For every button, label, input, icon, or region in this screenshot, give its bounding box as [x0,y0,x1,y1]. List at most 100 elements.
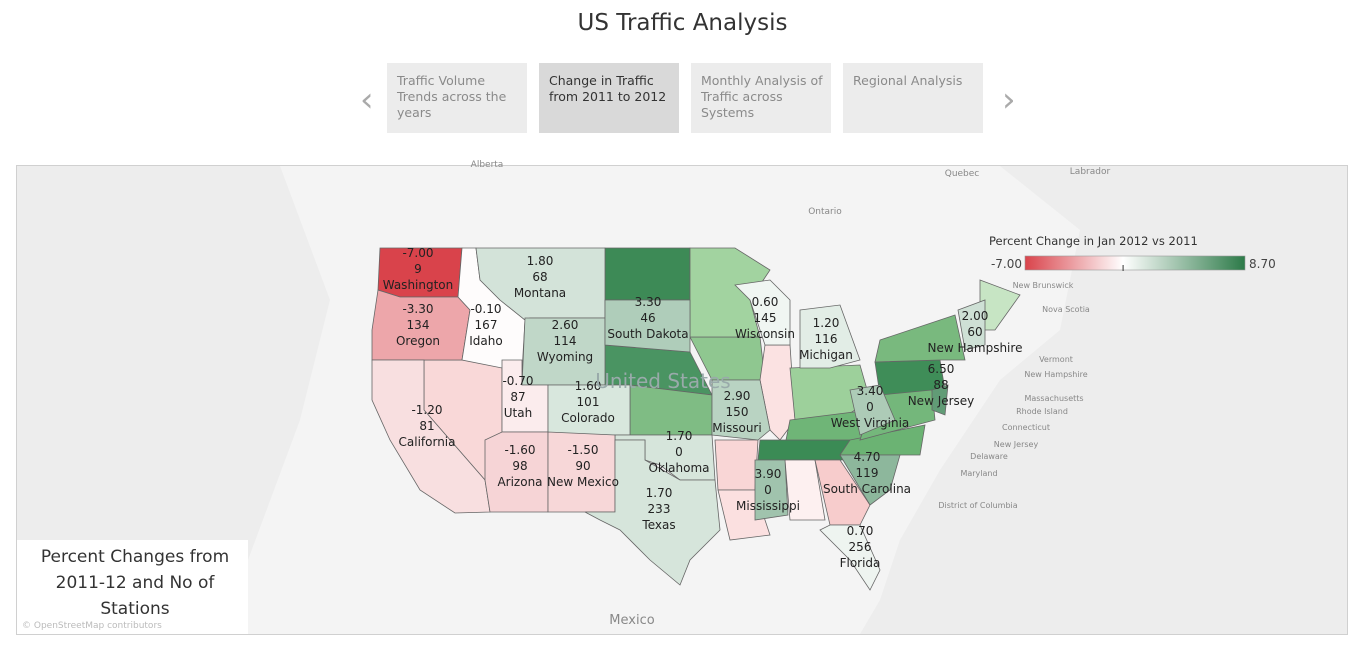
state-label: Mississippi [736,499,800,513]
state-shape [814,459,871,526]
state-shape [957,299,986,351]
state-shape [819,524,881,591]
state-label: 1.70 [666,429,693,443]
state-label: 119 [856,466,879,480]
state-label: 1.20 [813,316,840,330]
next-arrow[interactable]: › [1002,80,1016,120]
state-label: 167 [475,318,498,332]
state-shape [839,424,926,456]
legend-min-label: -7.00 [991,257,1022,271]
legend-max-label: 8.70 [1249,257,1276,271]
state-shape [371,359,491,514]
state-label: Texas [641,518,675,532]
state-label: West Virginia [831,416,910,430]
basemap-label: New Jersey [994,440,1039,449]
state-label: Utah [504,406,532,420]
legend-title: Percent Change in Jan 2012 vs 2011 [989,234,1198,248]
state-label: 2.00 [962,309,989,323]
prev-arrow[interactable]: ‹ [360,80,374,120]
state-label: South Dakota [607,327,688,341]
state-label: 88 [933,378,948,392]
basemap-label: Quebec [945,169,980,179]
state-label: South Carolina [823,482,911,496]
state-label: Oklahoma [648,461,709,475]
attribution: © OpenStreetMap contributors [22,621,162,631]
state-label: 0.60 [752,295,779,309]
state-label: 1.70 [646,486,673,500]
state-label: Arizona [497,475,542,489]
state-label: New Mexico [547,475,619,489]
state-label: 90 [575,459,590,473]
tab[interactable]: Regional Analysis [843,63,983,133]
basemap-label: Mexico [609,613,654,628]
state-shape [799,304,861,369]
basemap-label: New Brunswick [1013,281,1074,290]
legend-bar [1024,255,1246,271]
state-label: 3.40 [857,384,884,398]
basemap-label: Nova Scotia [1042,305,1090,314]
state-shape [714,439,759,491]
state-label: 101 [577,395,600,409]
state-label: -7.00 [402,246,433,260]
state-label: 150 [726,405,749,419]
state-label: -3.30 [402,302,433,316]
state-label: Missouri [712,421,761,435]
state-shape [604,247,691,301]
state-label: 68 [532,270,547,284]
state-label: Montana [514,286,566,300]
basemap-label: District of Columbia [938,501,1017,510]
state-label: 256 [849,540,872,554]
tab[interactable]: Change in Traffic from 2011 to 2012 [539,63,679,133]
state-label: -0.10 [470,302,501,316]
basemap-label: Vermont [1039,355,1073,364]
state-shape [584,439,721,586]
state-label: 6.50 [928,362,955,376]
state-label: -0.70 [502,374,533,388]
state-label: Wyoming [537,350,593,364]
basemap-label: United States [595,369,730,393]
state-shape [849,384,896,436]
state-label: -1.50 [567,443,598,457]
state-label: 2.60 [552,318,579,332]
state-shape [784,459,826,521]
state-label: California [399,435,456,449]
state-label: 3.30 [635,295,662,309]
page-title: US Traffic Analysis [577,10,788,36]
tab[interactable]: Traffic Volume Trends across the years [387,63,527,133]
basemap-label: Connecticut [1002,423,1050,432]
basemap-label: Labrador [1070,167,1111,177]
state-shape [604,299,691,353]
state-label: 2.90 [724,389,751,403]
state-shape [931,384,949,416]
state-label: 233 [648,502,671,516]
state-label: 134 [407,318,430,332]
state-label: 114 [554,334,577,348]
state-label: 9 [414,262,422,276]
state-shape [754,459,789,521]
state-label: 145 [754,311,777,325]
caption-box [17,540,248,634]
basemap-label: New Hampshire [1024,370,1087,379]
state-label: 1.60 [575,379,602,393]
state-label: Colorado [561,411,615,425]
background-states [423,247,1021,541]
state-label: 0.70 [847,524,874,538]
basemap-label: Ontario [808,207,842,217]
state-label: Wisconsin [735,327,795,341]
state-label: 0 [675,445,683,459]
state-shape [874,314,966,363]
state-label: Oregon [396,334,440,348]
tab[interactable]: Monthly Analysis of Traffic across Syste… [691,63,831,133]
state-label: Washington [383,278,454,292]
state-shape [711,379,771,441]
state-label: -1.60 [504,443,535,457]
state-shape [839,454,901,506]
state-label: 0 [764,483,772,497]
basemap-label: Massachusetts [1024,394,1083,403]
state-label: Florida [840,556,881,570]
state-label: 116 [815,332,838,346]
state-label: 1.80 [527,254,554,268]
caption: Percent Changes from 2011-12 and No of Sta… [41,547,229,619]
state-label: 4.70 [854,450,881,464]
